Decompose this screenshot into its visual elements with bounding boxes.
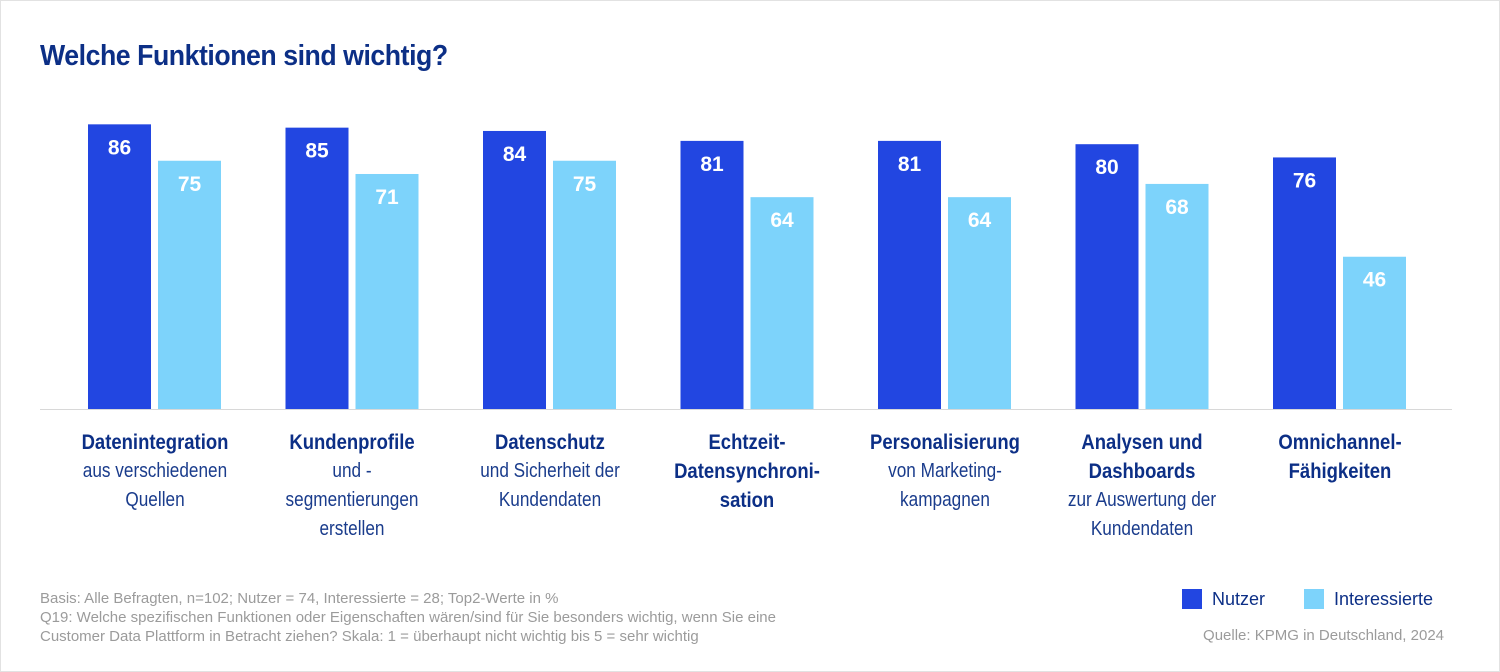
category-label-4: Echtzeit- Datensynchroni- sation (647, 428, 847, 515)
bar-value-nutzer-6: 80 (1095, 156, 1118, 179)
footnotes: Basis: Alle Befragten, n=102; Nutzer = 7… (40, 589, 940, 646)
bar-value-interessierte-1: 75 (178, 173, 202, 196)
bar-nutzer-4 (680, 140, 744, 409)
category-subtitle-3: und Sicherheit der Kundendaten (479, 460, 620, 511)
category-title-7: Omnichannel- Fähigkeiten (1277, 431, 1402, 483)
category-label-5: Personalisierung von Marketing- kampagnen (845, 428, 1045, 515)
category-title-4: Echtzeit- Datensynchroni- sation (674, 431, 820, 512)
bar-value-nutzer-4: 81 (700, 153, 724, 176)
bar-nutzer-7 (1273, 157, 1336, 409)
category-subtitle-1: aus verschiedenen Quellen (82, 460, 227, 511)
bar-value-nutzer-5: 81 (898, 153, 922, 176)
bar-value-nutzer-2: 85 (305, 140, 329, 163)
source-note: Quelle: KPMG in Deutschland, 2024 (1203, 627, 1444, 644)
bar-value-interessierte-5: 64 (968, 209, 992, 232)
bar-value-interessierte-6: 68 (1165, 196, 1189, 219)
category-title-6: Analysen und Dashboards (1081, 431, 1203, 483)
bar-interessierte-1 (158, 160, 221, 409)
bar-nutzer-2 (285, 127, 349, 410)
bar-value-nutzer-7: 76 (1293, 169, 1316, 192)
bar-interessierte-7 (1343, 256, 1406, 409)
bar-value-interessierte-4: 64 (770, 209, 794, 232)
bar-nutzer-5 (878, 140, 941, 409)
bar-value-interessierte-2: 71 (375, 186, 399, 209)
bar-value-nutzer-1: 86 (108, 136, 131, 159)
bar-value-nutzer-3: 84 (503, 143, 527, 166)
category-subtitle-2: und -segmentierungen erstellen (285, 460, 419, 540)
category-label-7: Omnichannel- Fähigkeiten (1240, 428, 1440, 486)
legend-swatch-interessierte (1304, 589, 1324, 609)
category-title-5: Personalisierung (869, 431, 1020, 454)
footnote-basis: Basis: Alle Befragten, n=102; Nutzer = 7… (40, 590, 559, 607)
category-title-2: Kundenprofile (289, 431, 415, 454)
category-label-6: Analysen und Dashboards zur Auswertung de… (1042, 428, 1242, 544)
bar-value-interessierte-7: 46 (1363, 269, 1386, 292)
legend-swatch-nutzer (1182, 589, 1202, 609)
category-title-3: Datenschutz (494, 431, 605, 454)
bar-interessierte-3 (553, 160, 616, 409)
category-label-2: Kundenprofile und -segmentierungen erstel… (252, 428, 452, 544)
category-subtitle-5: von Marketing- kampagnen (887, 460, 1002, 511)
legend-label-nutzer: Nutzer (1212, 588, 1266, 609)
legend-label-interessierte: Interessierte (1334, 588, 1434, 609)
category-label-1: Datenintegration aus verschiedenen Quelle… (55, 428, 255, 515)
footnote-question-line1: Q19: Welche spezifischen Funktionen oder… (40, 609, 776, 626)
category-title-1: Datenintegration (81, 431, 228, 454)
bar-nutzer-6 (1075, 144, 1139, 409)
bar-interessierte-6 (1145, 183, 1209, 409)
footnote-question-line2: Customer Data Plattform in Betracht zieh… (40, 628, 699, 645)
category-subtitle-6: zur Auswertung der Kundendaten (1067, 489, 1217, 540)
bar-value-interessierte-3: 75 (573, 173, 597, 196)
bar-interessierte-2 (355, 173, 419, 409)
bar-nutzer-1 (88, 124, 151, 409)
bar-nutzer-3 (483, 130, 546, 409)
bar-interessierte-5 (948, 197, 1011, 409)
chart-title: Welche Funktionen sind wichtig? (40, 40, 448, 72)
legend-item-interessierte: Interessierte (1304, 588, 1433, 610)
category-label-3: Datenschutz und Sicherheit der Kundendate… (450, 428, 650, 515)
legend-item-nutzer: Nutzer (1182, 588, 1265, 610)
bar-interessierte-4 (750, 197, 814, 409)
